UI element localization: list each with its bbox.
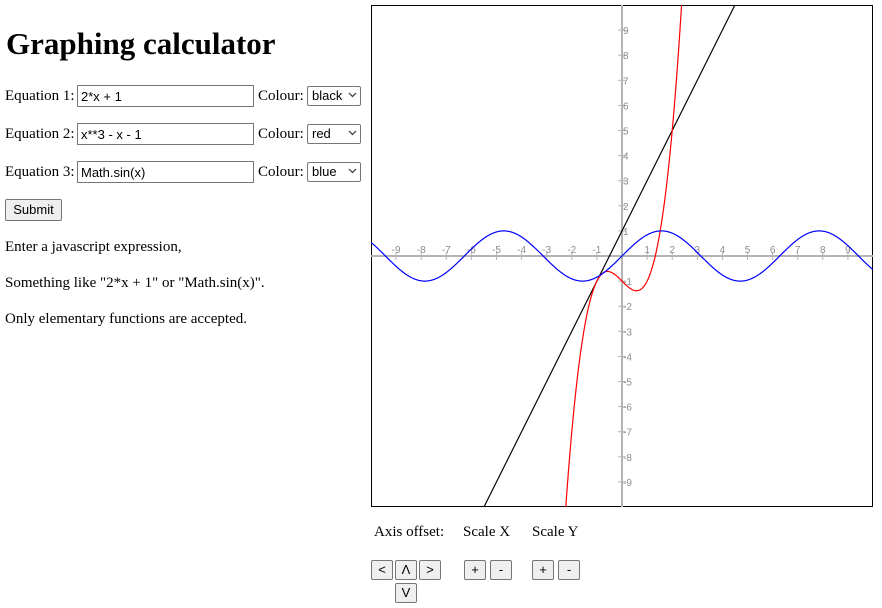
y-tick-label: -8 (623, 453, 632, 464)
info-line-2: Something like "2*x + 1" or "Math.sin(x)… (5, 275, 265, 291)
x-tick-label: -4 (517, 245, 526, 256)
page-title: Graphing calculator (6, 26, 276, 61)
graph-ticks: -9 -8 -7 -6 -5 -4 -3 -2 -1 1 2 3 4 5 6 7 8 9 9 8 7 6 5 4 3 2 1 -1 -2… (392, 26, 851, 489)
submit-button[interactable]: Submit (5, 199, 62, 221)
scale-y-minus-button[interactable]: - (558, 560, 580, 580)
y-tick-label: -6 (623, 403, 632, 414)
x-tick-label: 9 (845, 245, 851, 256)
offset-right-button[interactable]: > (419, 560, 441, 580)
x-tick-label: -9 (392, 245, 401, 256)
y-tick-label: 4 (623, 152, 629, 163)
scale-y-plus-button[interactable]: + (532, 560, 554, 580)
graph-canvas[interactable]: -9 -8 -7 -6 -5 -4 -3 -2 -1 1 2 3 4 5 6 7 8 9 9 8 7 6 5 4 3 2 1 -1 -2… (371, 5, 873, 507)
x-tick-label: 5 (745, 245, 751, 256)
x-tick-label: -7 (442, 245, 451, 256)
equation-3-input[interactable] (77, 161, 254, 183)
chevron-down-icon (348, 168, 357, 174)
info-line-1: Enter a javascript expression, (5, 239, 182, 255)
chevron-down-icon (348, 92, 357, 98)
colour-2-label: Colour: (258, 126, 304, 142)
chevron-down-icon (348, 130, 357, 136)
y-tick-label: -4 (623, 352, 632, 363)
colour-1-label: Colour: (258, 88, 304, 104)
y-tick-label: -7 (623, 428, 632, 439)
colour-1-select[interactable]: black (307, 86, 361, 106)
x-tick-label: 8 (820, 245, 826, 256)
x-tick-label: -6 (467, 245, 476, 256)
equation-3-curve (371, 230, 873, 282)
y-tick-label: -9 (623, 478, 632, 489)
x-tick-label: 2 (669, 245, 675, 256)
equation-3-label: Equation 3: (5, 164, 75, 180)
colour-1-value: black (312, 88, 343, 103)
x-tick-label: 3 (695, 245, 701, 256)
y-tick-label: -2 (623, 302, 632, 313)
x-tick-label: -8 (417, 245, 426, 256)
colour-2-value: red (312, 126, 331, 141)
x-tick-label: 1 (644, 245, 650, 256)
x-tick-label: 6 (770, 245, 776, 256)
offset-up-button[interactable]: Λ (395, 560, 417, 580)
x-tick-label: -1 (592, 245, 601, 256)
y-tick-label: 5 (623, 127, 629, 138)
scale-y-label: Scale Y (532, 524, 579, 540)
x-tick-label: -3 (542, 245, 551, 256)
equation-2-label: Equation 2: (5, 126, 75, 142)
info-line-3: Only elementary functions are accepted. (5, 311, 247, 327)
y-tick-label: 9 (623, 26, 629, 37)
y-tick-label: -5 (623, 378, 632, 389)
y-tick-label: -1 (623, 277, 632, 288)
y-tick-label: 1 (623, 227, 629, 238)
x-tick-label: 4 (720, 245, 726, 256)
y-tick-label: 7 (623, 76, 629, 87)
graph-curves (371, 5, 873, 507)
y-tick-label: 6 (623, 101, 629, 112)
scale-x-plus-button[interactable]: + (464, 560, 486, 580)
colour-3-label: Colour: (258, 164, 304, 180)
x-tick-label: -2 (567, 245, 576, 256)
colour-3-value: blue (312, 164, 337, 179)
equation-2-input[interactable] (77, 123, 254, 145)
x-tick-label: 7 (795, 245, 801, 256)
axis-offset-label: Axis offset: (374, 524, 445, 540)
y-tick-label: 3 (623, 177, 629, 188)
equation-1-input[interactable] (77, 85, 254, 107)
scale-x-label: Scale X (463, 524, 511, 540)
offset-left-button[interactable]: < (371, 560, 393, 580)
equation-1-curve (483, 5, 736, 507)
equation-2-curve (565, 5, 683, 507)
colour-3-select[interactable]: blue (307, 162, 361, 182)
scale-x-minus-button[interactable]: - (490, 560, 512, 580)
colour-2-select[interactable]: red (307, 124, 361, 144)
y-tick-label: 8 (623, 51, 629, 62)
x-tick-label: -5 (492, 245, 501, 256)
offset-down-button[interactable]: V (395, 583, 417, 603)
y-tick-label: -3 (623, 327, 632, 338)
y-tick-label: 2 (623, 202, 629, 213)
equation-1-label: Equation 1: (5, 88, 75, 104)
